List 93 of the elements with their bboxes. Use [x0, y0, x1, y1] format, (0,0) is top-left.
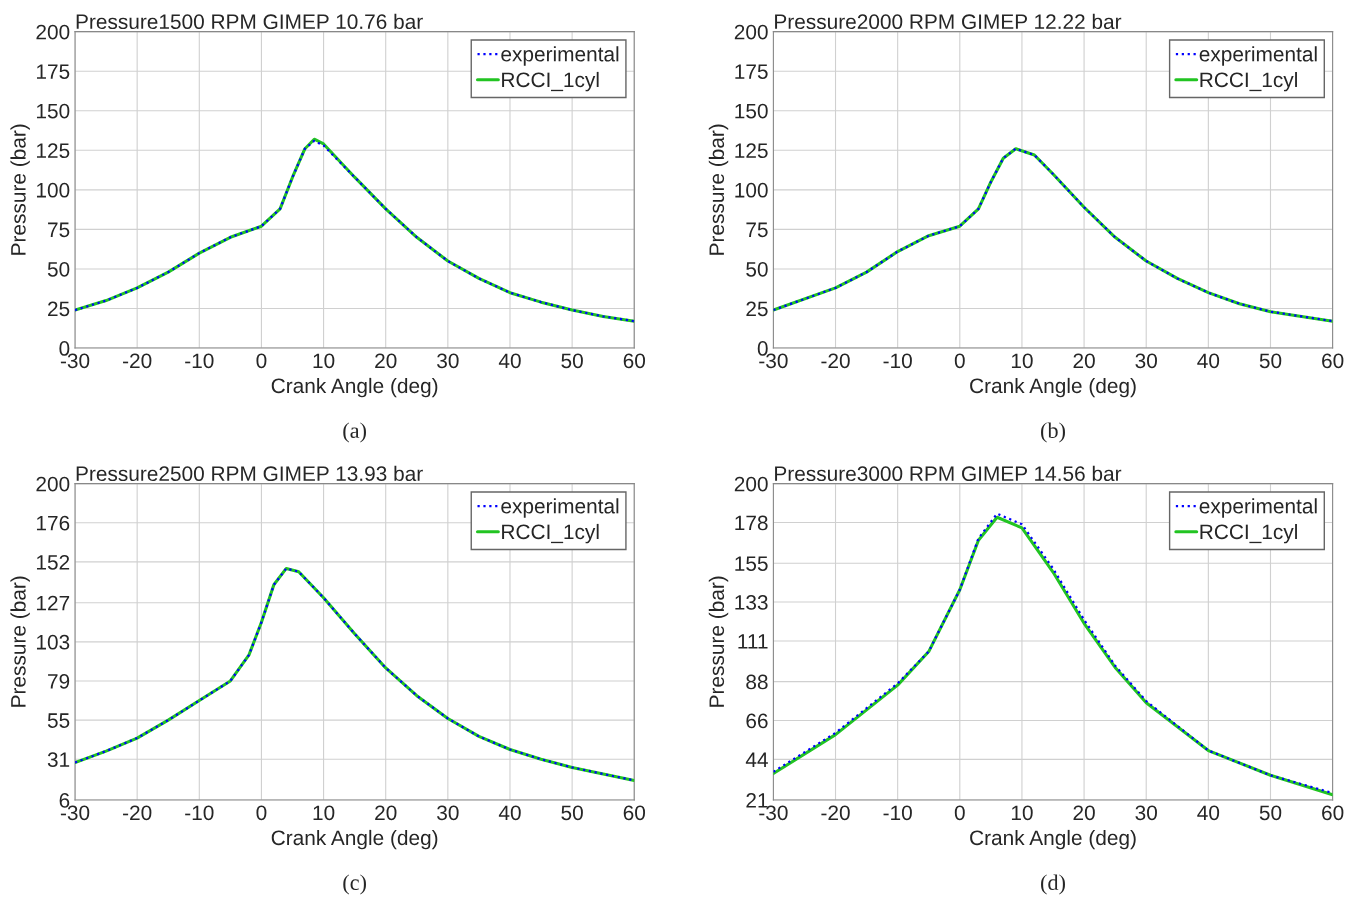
x-tick-label: 50 [1259, 353, 1282, 369]
legend-label: RCCI_1cyl [502, 523, 599, 544]
text: (c) [343, 874, 366, 895]
x-tick-label: 40 [498, 353, 521, 369]
y-tick-label: 66 [746, 713, 768, 729]
x-tick-label: -10 [883, 353, 912, 369]
x-tick-label: 30 [437, 353, 459, 369]
x-tick-label: 60 [1322, 353, 1344, 369]
legend-label: experimental [1199, 498, 1317, 518]
x-axis-title: Crank Angle (deg) [970, 829, 1136, 850]
y-tick-label: 178 [735, 515, 768, 531]
x-tick-label: 60 [623, 353, 646, 369]
y-tick-label: 150 [735, 103, 768, 119]
text: (b) [1041, 422, 1065, 443]
chart-title: Pressure2000 RPM GIMEP 12.22 bar [775, 13, 1122, 30]
x-tick-label: 30 [1135, 353, 1157, 369]
y-tick-label: 44 [745, 752, 768, 767]
line-series [773, 147, 1333, 323]
y-tick-label: 88 [746, 674, 768, 690]
x-tick-label: 20 [375, 805, 397, 821]
y-tick-label: 55 [47, 713, 70, 728]
x-tick-label: 60 [623, 805, 646, 821]
x-tick-label: 10 [313, 805, 335, 821]
x-tick-label: 0 [954, 353, 965, 369]
x-tick-label: 20 [375, 353, 397, 369]
y-axis-title: Pressure (bar) [10, 124, 30, 255]
x-tick-label: 40 [1197, 805, 1220, 821]
y-tick-label: 111 [738, 634, 768, 649]
y-tick-label: 200 [36, 24, 70, 40]
y-tick-label: 176 [36, 515, 70, 531]
x-tick-label: 30 [437, 805, 459, 821]
x-axis-title: Crank Angle (deg) [970, 377, 1136, 398]
y-axis-title: Pressure (bar) [708, 576, 729, 707]
x-tick-label: 40 [1197, 353, 1220, 369]
y-tick-label: 103 [36, 634, 70, 650]
x-tick-label: 30 [1135, 805, 1157, 821]
y-tick-label: 200 [36, 476, 70, 492]
y-tick-label: 31 [47, 752, 70, 768]
y-tick-label: 133 [735, 595, 768, 610]
x-tick-label: -10 [185, 805, 214, 821]
y-tick-label: 75 [48, 222, 70, 238]
x-axis-title: Crank Angle (deg) [271, 829, 438, 850]
x-tick-label: -20 [123, 353, 152, 369]
x-tick-label: 20 [1073, 805, 1095, 821]
x-tick-label: 60 [1322, 805, 1344, 821]
y-tick-label: 127 [36, 595, 70, 611]
x-tick-label: 50 [561, 353, 583, 369]
y-tick-label: 50 [746, 261, 768, 277]
y-tick-label: 79 [48, 673, 70, 689]
y-tick-label: 175 [36, 64, 70, 79]
x-tick-label: -10 [185, 353, 214, 369]
x-tick-label: 0 [954, 805, 965, 821]
y-tick-label: 125 [36, 143, 70, 159]
legend-label: experimental [1199, 46, 1317, 66]
y-tick-label: 175 [735, 64, 768, 79]
legend-label: RCCI_1cyl [502, 71, 599, 92]
x-tick-label: -20 [123, 805, 152, 821]
y-tick-label: 25 [746, 301, 768, 317]
y-tick-label: 200 [734, 476, 768, 492]
x-tick-label: 50 [1259, 805, 1282, 821]
y-tick-label: 125 [735, 143, 768, 159]
y-axis-title: Pressure (bar) [10, 576, 30, 707]
legend-label: experimental [501, 498, 619, 518]
x-tick-label: -20 [821, 805, 850, 821]
legend-label: RCCI_1cyl [1200, 523, 1297, 544]
x-tick-label: 10 [313, 353, 335, 369]
y-tick-label: 200 [734, 24, 768, 40]
x-tick-label: -10 [883, 805, 912, 821]
chart-title: Pressure3000 RPM GIMEP 14.56 bar [775, 465, 1122, 482]
y-tick-label: 75 [746, 222, 768, 238]
legend-label: RCCI_1cyl [1200, 71, 1297, 92]
text: (d) [1041, 874, 1065, 895]
y-tick-label: 150 [36, 103, 70, 119]
y-axis-title: Pressure (bar) [708, 124, 729, 255]
x-tick-label: 0 [256, 353, 267, 369]
legend-label: experimental [501, 46, 619, 66]
x-tick-label: 0 [256, 805, 267, 821]
chart-title: Pressure1500 RPM GIMEP 10.76 bar [76, 13, 423, 30]
y-tick-label: 50 [47, 261, 70, 277]
x-tick-label: 10 [1011, 353, 1033, 369]
x-tick-label: 10 [1011, 805, 1033, 821]
chart-title: Pressure2500 RPM GIMEP 13.93 bar [76, 465, 423, 482]
x-axis-title: Crank Angle (deg) [271, 377, 438, 398]
y-tick-label: 155 [735, 556, 768, 571]
x-tick-label: 20 [1073, 353, 1095, 369]
y-tick-label: 100 [735, 182, 768, 198]
y-tick-label: 100 [36, 182, 70, 198]
x-tick-label: 50 [561, 805, 583, 821]
x-tick-label: -20 [821, 353, 850, 369]
x-tick-label: 40 [498, 805, 521, 821]
y-tick-label: 25 [48, 301, 70, 317]
text: (a) [343, 422, 366, 443]
y-tick-label: 152 [36, 554, 70, 570]
